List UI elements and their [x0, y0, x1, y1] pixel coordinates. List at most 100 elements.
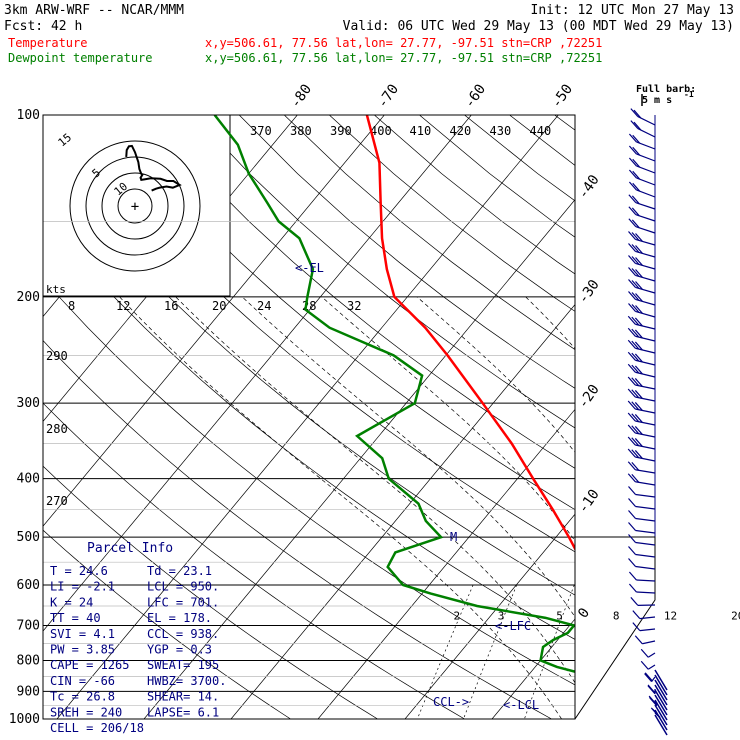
- mixing-ratio-line: [707, 585, 740, 719]
- wind-barb-flag: [631, 232, 640, 241]
- wind-barb-flag: [628, 279, 636, 288]
- moist-adiabat-line: [416, 296, 575, 453]
- wind-barb-flag: [633, 121, 642, 131]
- isotherm-label: -70: [374, 81, 402, 111]
- wind-barb-flag: [634, 414, 643, 423]
- wind-barb: [628, 255, 656, 270]
- wind-barb: [628, 157, 656, 174]
- wind-barb: [628, 558, 656, 570]
- wind-barb: [627, 436, 656, 450]
- wind-barb-flag: [635, 305, 643, 314]
- theta-label: 440: [530, 124, 552, 138]
- dry-adiabat-line: [193, 115, 575, 429]
- wind-barb-flag: [632, 182, 641, 192]
- wind-barb-flag: [633, 109, 642, 119]
- wind-barb: [628, 291, 656, 306]
- mixing-ratio-label: 12: [664, 610, 677, 623]
- wind-barb: [628, 218, 656, 234]
- ccl-label: CCL->: [433, 695, 469, 709]
- parcel-info-left: Tc = 26.8: [50, 690, 115, 704]
- hodograph-trace: [125, 144, 182, 192]
- wind-barb-flag: [628, 231, 636, 240]
- dewpoint-trace: [213, 115, 575, 674]
- wind-barb: [628, 486, 656, 498]
- wind-barb: [627, 315, 656, 330]
- wind-barb-flag: [634, 438, 643, 447]
- mixing-ratio-label: 3: [498, 610, 505, 623]
- el-label: <-EL: [295, 261, 324, 275]
- wind-barb-flag: [628, 194, 637, 204]
- wind-barb-flag: [628, 558, 636, 567]
- wind-barb-flag: [630, 120, 639, 129]
- barb-key-exponent: -1: [684, 90, 694, 99]
- moist-adiabat-line: [731, 297, 740, 719]
- moist-adiabat-line: [175, 296, 575, 684]
- wind-barb-flag: [635, 269, 643, 278]
- wind-barb-flag: [631, 461, 640, 471]
- wind-barb: [627, 424, 656, 438]
- parcel-info-right: HWBZ= 3700.: [147, 674, 226, 688]
- wind-barb-shaft: [647, 652, 656, 658]
- isotherm-line: [666, 115, 740, 719]
- mixing-ratio-label: 20: [731, 610, 740, 623]
- wind-barb-shaft: [635, 517, 656, 522]
- parcel-info-right: YGP = 0.3: [147, 643, 212, 657]
- wind-barb-shaft: [635, 505, 656, 510]
- wind-barb: [628, 133, 656, 150]
- dry-adiabat-line: [554, 115, 575, 131]
- wind-barb: [627, 363, 656, 378]
- moist-adiabat-line: [525, 296, 575, 350]
- wind-barb-flag: [628, 498, 636, 507]
- wind-barb-flag: [644, 672, 653, 682]
- wind-barb: [628, 571, 656, 582]
- wind-barb-flag: [631, 304, 640, 313]
- wind-barb: [634, 635, 656, 645]
- wind-barb: [627, 448, 656, 462]
- wind-barb-flag: [632, 622, 641, 632]
- wind-barb-lowlevel: [654, 669, 668, 691]
- hodograph-speed-tick: 8: [68, 299, 75, 313]
- pressure-tick-label: 1000: [9, 712, 40, 727]
- wind-barb-flag: [634, 450, 643, 459]
- isotherm-line: [230, 303, 575, 719]
- hodograph-ring: [117, 188, 153, 224]
- wind-barb-flag: [628, 255, 636, 264]
- temperature-legend: Temperature: [8, 36, 87, 50]
- wind-barb-flag: [640, 648, 649, 658]
- wind-barb-flag: [634, 390, 643, 399]
- pressure-tick-label: 100: [17, 108, 40, 123]
- wind-barb: [630, 120, 656, 138]
- parcel-info-left: TT = 40: [50, 611, 101, 625]
- wind-barb: [628, 243, 656, 258]
- wind-barb-flag: [627, 363, 636, 373]
- lcl-label: <-LCL: [503, 698, 539, 712]
- theta-e-label: 290: [46, 349, 68, 363]
- pressure-tick-label: 900: [17, 684, 40, 699]
- wind-barb-flag: [634, 329, 643, 339]
- theta-label: 430: [490, 124, 512, 138]
- wind-barb-flag: [648, 695, 657, 705]
- wind-barb: [627, 388, 656, 402]
- wind-barb-lowlevel: [654, 709, 668, 731]
- dry-adiabat-line: [690, 115, 740, 719]
- parcel-info-right: CCL = 938.: [147, 627, 219, 641]
- wind-barb-flag: [632, 134, 641, 144]
- wind-barb-flag: [628, 206, 637, 216]
- wind-barb-flag: [634, 426, 643, 435]
- wind-barb-flag: [627, 327, 636, 337]
- wind-barb-lowlevel: [654, 689, 668, 711]
- isotherm-line: [579, 115, 740, 719]
- wind-barb-flag: [634, 341, 643, 351]
- wind-barb-flag: [632, 158, 641, 168]
- wind-barb-flag: [630, 108, 639, 117]
- wind-barb-flag: [627, 315, 636, 325]
- wind-barb-flag: [634, 317, 643, 327]
- wind-barb-flag: [627, 339, 636, 349]
- wind-barb: [628, 181, 656, 198]
- wind-barb-flag: [627, 461, 636, 471]
- wind-barb: [628, 267, 656, 282]
- wind-barb-lowlevel: [654, 684, 668, 706]
- wind-barb: [627, 376, 656, 390]
- wind-barb-flag: [631, 449, 640, 459]
- wind-barb-flag: [631, 280, 640, 289]
